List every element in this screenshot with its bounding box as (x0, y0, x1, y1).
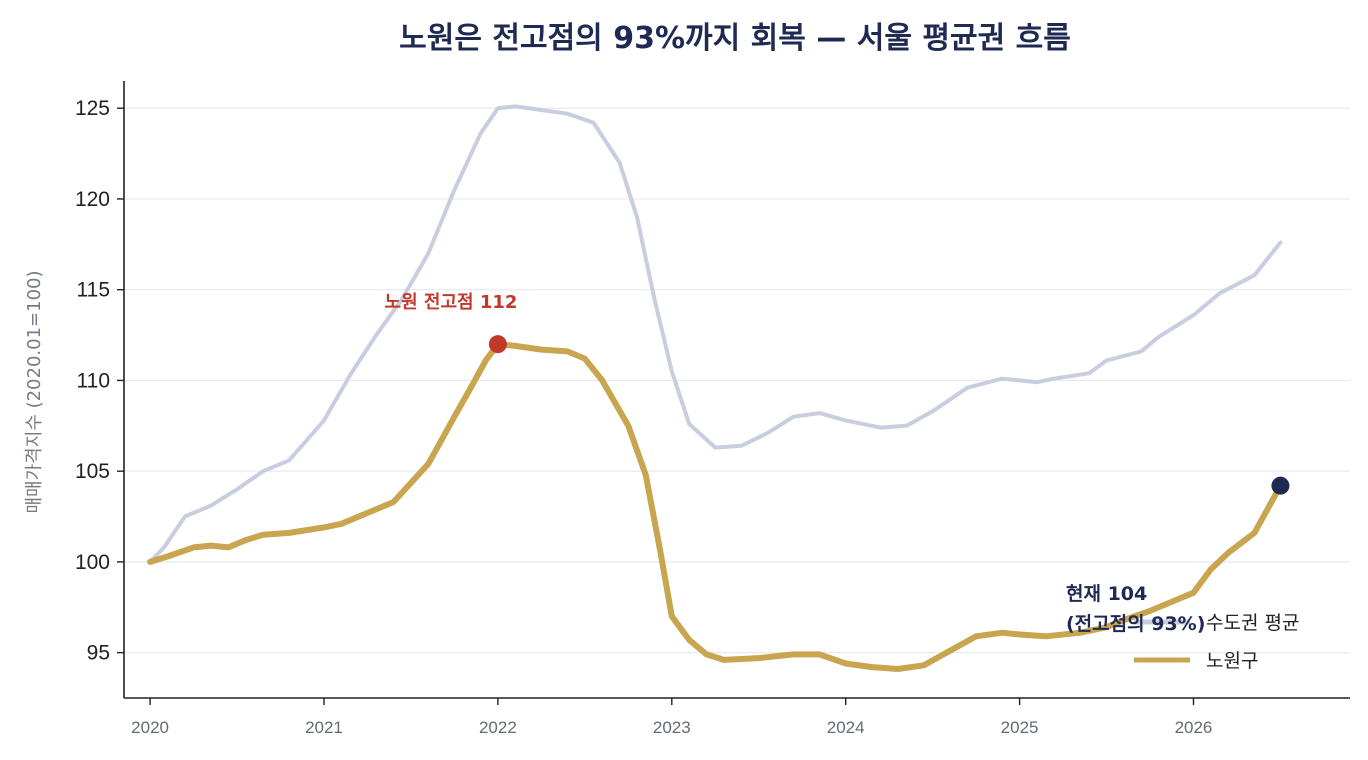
markers (488, 335, 1290, 495)
peak-marker (488, 335, 507, 354)
y-tick-label: 120 (75, 188, 110, 211)
series-lines (147, 104, 1284, 672)
y-tick-label: 110 (77, 369, 110, 392)
legend-label-nowon: 노원구 (1206, 650, 1258, 672)
x-tick-label: 2020 (131, 718, 169, 737)
y-ticks: 95 100 105 110 115 120 125 (75, 97, 124, 665)
chart-title: 노원은 전고점의 93%까지 회복 — 서울 평균권 흐름 (399, 21, 1071, 56)
y-tick-label: 100 (75, 551, 110, 574)
y-tick-label: 105 (75, 460, 110, 483)
current-annotation-line1: 현재 104 (1066, 583, 1147, 605)
x-tick-label: 2021 (305, 718, 343, 737)
y-tick-label: 125 (75, 97, 110, 120)
x-tick-label: 2024 (827, 718, 865, 737)
current-marker (1271, 476, 1290, 495)
legend: 수도권 평균 노원구 (1134, 612, 1299, 672)
legend-label-capital-avg: 수도권 평균 (1206, 612, 1299, 634)
x-tick-label: 2025 (1001, 718, 1039, 737)
x-ticks: 2020 2021 2022 2023 2024 2025 2026 (131, 698, 1212, 737)
series-line-nowon (147, 341, 1284, 672)
x-tick-label: 2026 (1175, 718, 1213, 737)
series-line-capital-avg (148, 104, 1283, 564)
current-annotation-line2: (전고점의 93%) (1066, 613, 1205, 635)
peak-annotation: 노원 전고점 112 (385, 292, 518, 313)
y-axis-label: 매매가격지수 (2020.01=100) (24, 271, 45, 514)
x-tick-label: 2023 (653, 718, 691, 737)
y-tick-label: 95 (87, 642, 110, 665)
x-tick-label: 2022 (479, 718, 517, 737)
grid (124, 107, 1350, 654)
y-tick-label: 115 (77, 279, 110, 302)
